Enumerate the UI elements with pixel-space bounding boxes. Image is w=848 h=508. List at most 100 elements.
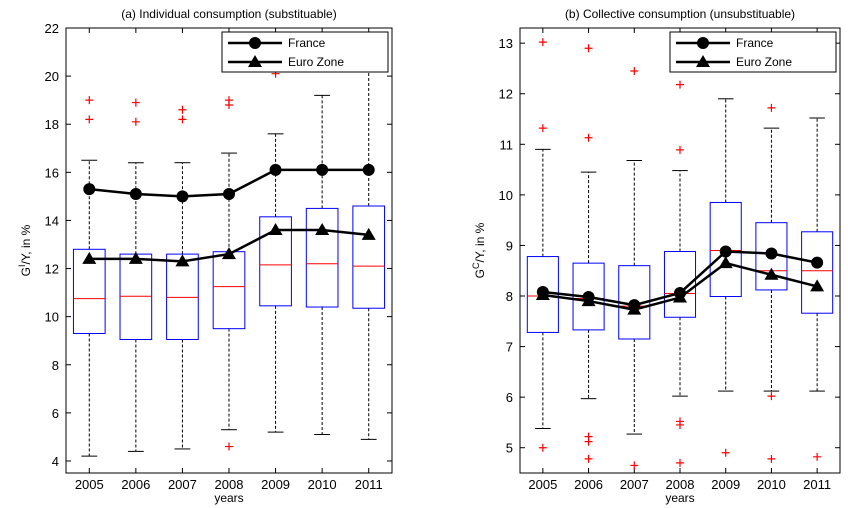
triangle-marker — [535, 288, 550, 300]
series-france — [83, 163, 375, 203]
y-axis-title-main: G — [473, 269, 487, 278]
box — [166, 253, 199, 340]
outlier-marker — [538, 38, 547, 47]
circle-marker — [719, 245, 732, 258]
y-axis-title: GC/Y, in % — [471, 222, 487, 278]
boxplot-2008 — [212, 96, 246, 451]
boxplot-2005 — [72, 96, 106, 457]
box — [119, 253, 153, 340]
triangle-marker — [82, 251, 97, 264]
outlier-marker — [178, 115, 187, 124]
y-tick-label: 11 — [500, 137, 514, 152]
y-tick-label: 22 — [45, 21, 59, 36]
boxplot-2008 — [663, 80, 697, 467]
boxplot-2009 — [709, 98, 742, 457]
legend-label: Euro Zone — [736, 55, 792, 69]
x-tick-label: 2009 — [261, 477, 290, 492]
legend-circle-marker — [697, 37, 709, 49]
triangle-marker — [222, 247, 236, 260]
outlier-marker — [721, 448, 730, 457]
x-tick-label: 2011 — [803, 477, 831, 492]
x-tick-label: 2007 — [168, 477, 197, 492]
outlier-marker — [676, 80, 684, 89]
chart-panel-0: (a) Individual consumption (substituable… — [17, 7, 393, 505]
boxplot-2009 — [259, 69, 292, 433]
boxplot-2010 — [755, 103, 788, 463]
y-axis-title: GI/Y, in % — [17, 224, 33, 276]
y-axis-title-rest: /Y, in % — [473, 222, 487, 262]
box — [352, 205, 386, 309]
circle-marker — [362, 163, 375, 176]
y-axis-title-superscript: I — [17, 264, 27, 267]
circle-marker — [83, 183, 96, 196]
x-axis-title: years — [665, 491, 694, 505]
x-tick-label: 2010 — [757, 477, 786, 492]
y-tick-label: 5 — [506, 441, 513, 456]
boxplot-2011 — [801, 117, 834, 461]
circle-marker — [129, 187, 142, 200]
boxplot-2005 — [526, 38, 559, 452]
triangle-marker — [810, 279, 825, 292]
y-tick-label: 18 — [45, 117, 59, 132]
outlier-marker — [584, 44, 593, 53]
box — [259, 216, 292, 307]
chart-title: (a) Individual consumption (substituable… — [121, 7, 336, 21]
legend-label: Euro Zone — [288, 55, 344, 69]
outlier-marker — [131, 117, 140, 126]
legend-box — [669, 31, 837, 73]
x-tick-label: 2006 — [574, 477, 603, 492]
triangle-marker — [361, 227, 376, 240]
outlier-marker — [676, 417, 684, 426]
y-axis-title-superscript: C — [471, 262, 481, 269]
series-euro-zone — [535, 256, 825, 315]
x-tick-label: 2011 — [355, 477, 383, 492]
circle-marker — [176, 190, 189, 203]
triangle-marker — [764, 267, 779, 280]
y-tick-label: 12 — [45, 262, 59, 277]
outlier-marker — [630, 66, 639, 75]
y-axis-title-main: G — [19, 267, 33, 276]
y-axis-title-rest: /Y, in % — [19, 224, 33, 264]
x-tick-label: 2006 — [121, 477, 150, 492]
circle-marker — [316, 163, 329, 176]
outlier-marker — [584, 454, 593, 463]
triangle-marker — [673, 290, 687, 303]
circle-marker — [269, 163, 282, 176]
outlier-marker — [538, 443, 547, 452]
outlier-marker — [676, 145, 684, 154]
boxplot-2006 — [572, 44, 605, 463]
y-tick-label: 8 — [52, 358, 59, 373]
legend-triangle-marker — [248, 55, 262, 67]
outlier-marker — [767, 392, 776, 401]
outlier-marker — [225, 442, 233, 451]
box — [305, 207, 339, 308]
outlier-marker — [538, 124, 547, 133]
triangle-marker — [175, 254, 190, 267]
outlier-marker — [131, 98, 140, 107]
legend-triangle-marker — [696, 55, 710, 67]
y-tick-label: 20 — [45, 69, 59, 84]
boxplot-2006 — [119, 98, 153, 452]
triangle-marker — [718, 256, 733, 269]
outlier-marker — [813, 452, 822, 461]
y-tick-label: 10 — [45, 310, 59, 325]
chart-title: (b) Collective consumption (unsubstituab… — [565, 7, 795, 21]
x-tick-label: 2009 — [711, 477, 740, 492]
legend-label: France — [288, 36, 326, 50]
triangle-marker — [128, 251, 143, 264]
y-tick-label: 12 — [499, 87, 513, 102]
y-tick-label: 10 — [499, 188, 513, 203]
y-tick-label: 4 — [52, 454, 59, 469]
box — [212, 251, 246, 330]
y-tick-label: 7 — [506, 340, 513, 355]
x-tick-label: 2005 — [75, 477, 104, 492]
outlier-marker — [584, 133, 593, 142]
triangle-marker — [268, 223, 283, 236]
boxplot-2007 — [166, 105, 199, 450]
box — [709, 201, 742, 298]
x-tick-label: 2005 — [528, 477, 557, 492]
y-tick-label: 6 — [52, 406, 59, 421]
outlier-marker — [85, 115, 94, 124]
outlier-marker — [85, 96, 94, 105]
